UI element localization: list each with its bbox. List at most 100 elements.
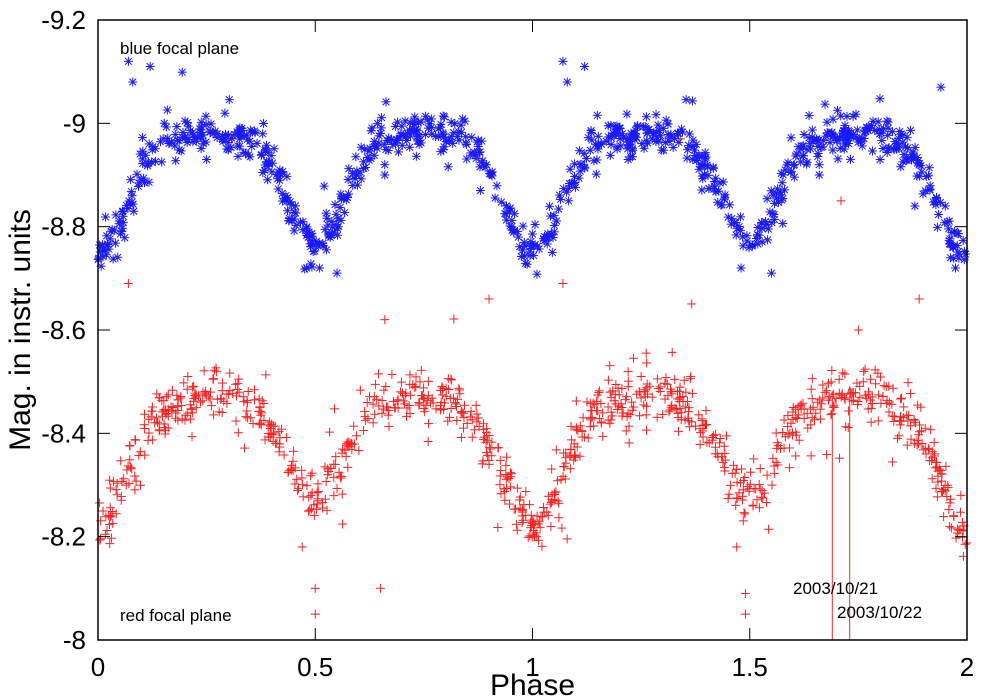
red-data-point [134, 450, 144, 460]
red-data-point [446, 403, 456, 413]
blue-data-point [903, 143, 913, 153]
red-data-point [754, 480, 764, 490]
red-data-point [884, 381, 894, 391]
red-data-point [687, 388, 697, 398]
red-data-point [623, 367, 633, 377]
red-data-point [495, 455, 505, 465]
red-data-point [455, 389, 465, 399]
red-data-point [325, 427, 335, 437]
red-data-point [478, 419, 488, 429]
red-data-point [681, 387, 691, 397]
red-data-point [658, 409, 668, 419]
blue-data-point [196, 144, 206, 154]
red-data-point [171, 413, 181, 423]
blue-data-point [822, 117, 832, 127]
blue-data-point [98, 252, 108, 262]
x-tick-label: 0 [91, 652, 105, 682]
red-data-point [960, 539, 970, 549]
red-data-point [414, 400, 424, 410]
red-data-point [443, 416, 453, 426]
blue-data-point [813, 152, 823, 162]
blue-data-point [343, 175, 353, 185]
red-data-point [331, 452, 341, 462]
blue-data-point [720, 190, 730, 200]
red-data-point [557, 523, 567, 533]
red-data-point [786, 418, 796, 428]
blue-data-point [875, 155, 885, 164]
red-data-point [167, 385, 177, 395]
red-data-point [853, 325, 863, 335]
red-data-point [354, 445, 364, 455]
red-data-point [310, 609, 320, 619]
red-data-point [452, 416, 462, 426]
red-data-point [459, 400, 469, 410]
blue-data-point [565, 164, 575, 174]
red-data-point [554, 513, 564, 523]
red-data-point [732, 493, 742, 503]
red-data-point [864, 387, 874, 397]
red-data-point [942, 491, 952, 501]
red-data-point [783, 411, 793, 421]
blue-data-point [344, 164, 354, 174]
red-data-point [116, 456, 126, 466]
red-data-point [396, 387, 406, 397]
blue-data-point [456, 127, 466, 137]
red-data-point [363, 414, 373, 424]
red-data-point [547, 464, 557, 474]
blue-data-point [275, 165, 285, 175]
red-data-point [257, 396, 267, 406]
red-data-point [818, 393, 828, 403]
red-data-point [305, 505, 315, 515]
red-data-point [822, 450, 832, 460]
red-data-point [467, 415, 477, 425]
red-data-point [834, 374, 844, 384]
red-data-point [799, 413, 809, 423]
red-data-point [290, 463, 300, 473]
red-data-point [144, 414, 154, 424]
red-data-point [955, 525, 965, 535]
blue-data-point [144, 177, 154, 187]
red-data-point [719, 463, 729, 473]
red-data-point [903, 378, 913, 388]
red-data-point [701, 420, 711, 430]
red-data-point [598, 431, 608, 441]
red-data-point [320, 462, 330, 472]
red-data-point [678, 397, 688, 407]
blue-data-point [932, 194, 942, 204]
blue-data-point [103, 240, 113, 250]
red-data-point [598, 408, 608, 418]
blue-data-point [421, 130, 431, 140]
red-data-point [337, 471, 347, 481]
blue-data-point [138, 146, 148, 156]
blue-data-point [711, 173, 721, 183]
red-data-point [284, 466, 294, 476]
series-label-blue: blue focal plane [120, 39, 239, 58]
red-data-point [629, 402, 639, 412]
blue-data-point [828, 145, 838, 155]
blue-data-point [383, 145, 393, 155]
red-data-point [338, 444, 348, 454]
blue-data-point [703, 170, 713, 180]
red-data-point [207, 401, 217, 411]
blue-data-point [580, 62, 590, 71]
blue-data-point [365, 143, 375, 153]
red-data-point [108, 476, 118, 486]
red-data-point [135, 480, 145, 490]
red-data-point [155, 425, 165, 435]
red-data-point [826, 410, 836, 420]
red-data-point [343, 462, 353, 472]
blue-data-point [738, 241, 748, 251]
x-tick-label: 2 [960, 652, 974, 682]
red-data-point [612, 404, 622, 414]
red-data-point [932, 457, 942, 467]
red-data-point [249, 395, 259, 405]
blue-data-point [718, 177, 728, 187]
blue-data-point [220, 108, 230, 118]
red-data-point [189, 396, 199, 406]
y-axis-title: Mag. in instr. units [4, 209, 37, 451]
red-data-point [471, 400, 481, 410]
red-data-point [415, 398, 425, 408]
blue-data-point [510, 209, 520, 219]
red-data-point [569, 439, 579, 449]
blue-data-point [684, 129, 694, 139]
